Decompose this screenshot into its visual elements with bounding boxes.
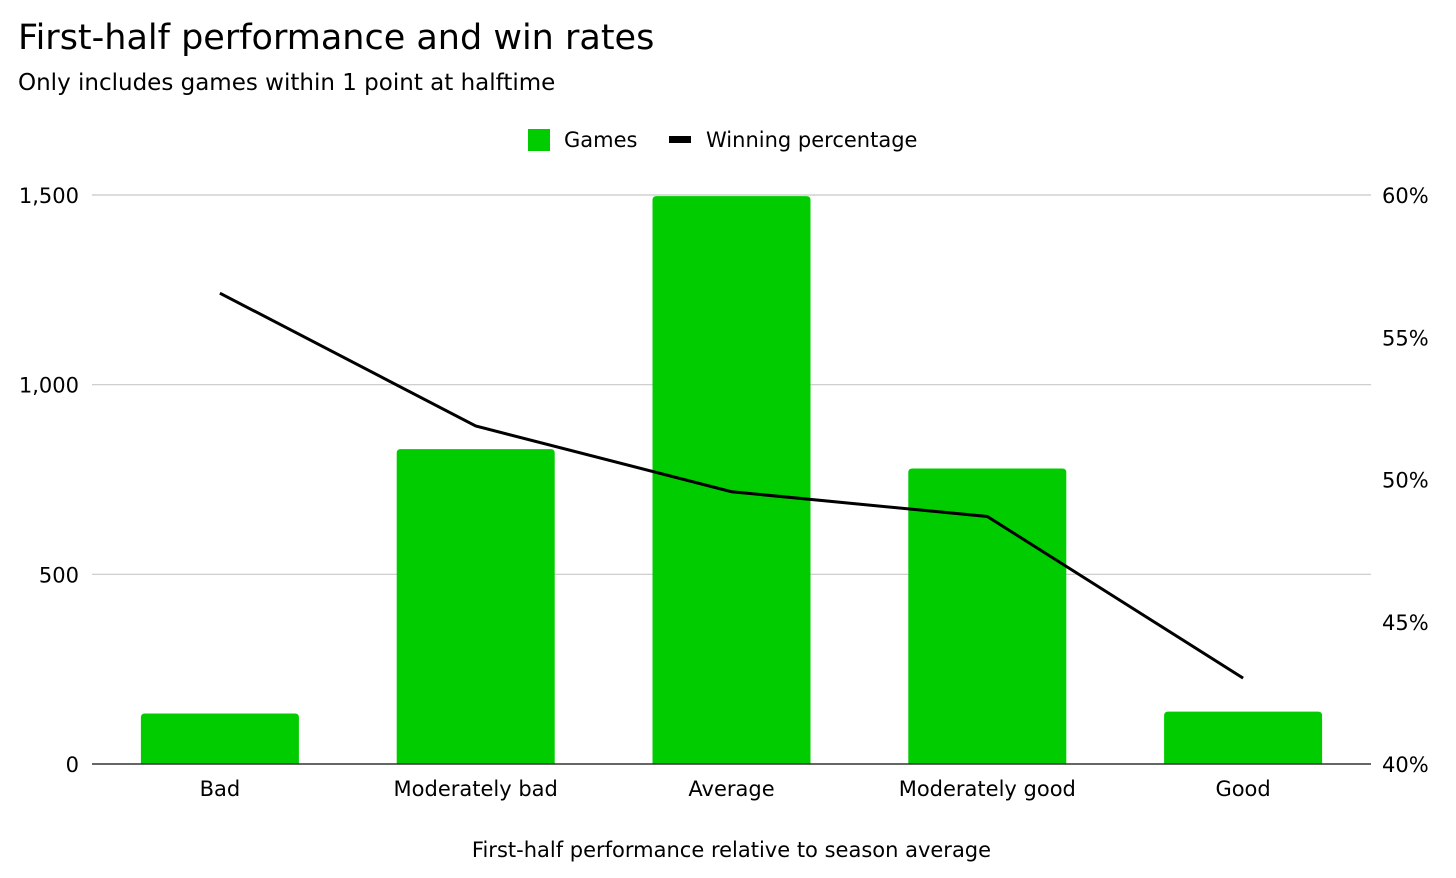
x-tick-label: Moderately good <box>899 777 1076 801</box>
legend-label-games: Games <box>564 128 637 152</box>
legend-label-winning-percentage: Winning percentage <box>706 128 917 152</box>
y-right-tick-label: 55% <box>1382 326 1429 350</box>
win-rate-line <box>219 291 1244 680</box>
y-right-tick-label: 50% <box>1382 469 1429 493</box>
y-left-tick-label: 500 <box>39 563 79 587</box>
axes: 0 500 1,000 1,500 40% 45% 50% 55% 60% Bad Moderate… <box>19 184 1429 862</box>
y-left-tick-label: 0 <box>66 753 79 777</box>
legend-swatch-winning-percentage <box>669 136 691 143</box>
win-rate-line-layer <box>219 291 1244 680</box>
y-left-tick-label: 1,000 <box>19 374 79 398</box>
bar-games <box>396 449 555 764</box>
legend-swatch-games <box>528 129 550 151</box>
y-right-tick-label: 45% <box>1382 611 1429 635</box>
bar-games <box>652 196 811 764</box>
chart-subtitle: Only includes games within 1 point at ha… <box>18 70 556 96</box>
x-axis-title: First-half performance relative to seaso… <box>472 838 991 862</box>
x-tick-label: Moderately bad <box>394 777 558 801</box>
y-left-tick-label: 1,500 <box>19 184 79 208</box>
y-right-tick-label: 60% <box>1382 184 1429 208</box>
legend: Games Winning percentage <box>528 128 917 152</box>
bar-games <box>908 468 1067 764</box>
y-right-tick-label: 40% <box>1382 753 1429 777</box>
bar-games <box>1164 711 1323 764</box>
bar-games <box>140 713 299 764</box>
bars <box>140 196 1323 764</box>
x-tick-label: Bad <box>200 777 241 801</box>
chart-title: First-half performance and win rates <box>18 18 655 58</box>
x-tick-label: Good <box>1215 777 1270 801</box>
x-tick-label: Average <box>688 777 774 801</box>
